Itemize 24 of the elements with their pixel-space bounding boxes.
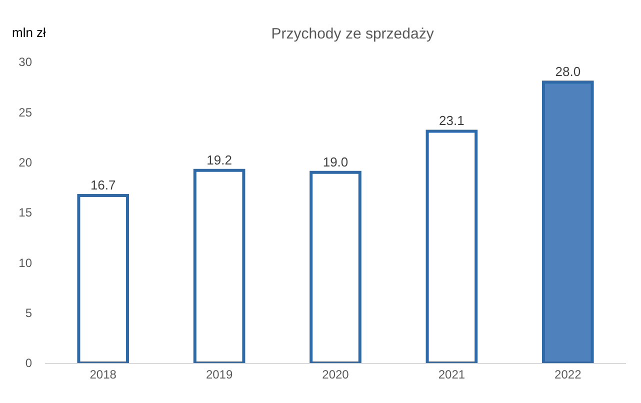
chart-title: Przychody ze sprzedaży — [271, 26, 434, 43]
bar — [193, 168, 246, 363]
y-tick-label: 10 — [18, 256, 32, 270]
data-label: 19.2 — [206, 152, 232, 168]
x-tick-label: 2022 — [554, 367, 582, 382]
bar — [542, 80, 594, 363]
y-tick-label: 30 — [18, 55, 32, 70]
y-axis-title: mln zł — [12, 25, 46, 40]
bar — [310, 170, 362, 363]
y-tick-label: 25 — [18, 105, 32, 120]
x-tick-label: 2018 — [90, 367, 117, 382]
y-tick-label: 5 — [25, 306, 32, 320]
y-tick-label: 20 — [18, 156, 32, 170]
x-tick-label: 2019 — [206, 367, 233, 382]
data-label: 16.7 — [90, 177, 116, 192]
bar — [77, 194, 129, 363]
x-tick-label: 2021 — [438, 367, 466, 382]
data-label: 23.1 — [439, 113, 464, 128]
y-tick-label: 0 — [25, 356, 32, 370]
x-tick-label: 2020 — [322, 367, 350, 382]
data-label: 19.0 — [322, 154, 348, 170]
bar — [426, 130, 478, 363]
data-label: 28.0 — [555, 64, 581, 80]
y-tick-label: 15 — [18, 206, 32, 220]
